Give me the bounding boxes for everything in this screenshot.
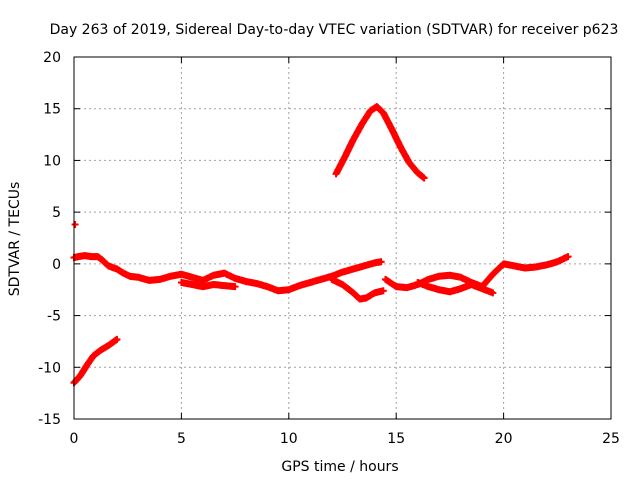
- chart-title: Day 263 of 2019, Sidereal Day-to-day VTE…: [50, 22, 619, 38]
- data-point: [113, 335, 121, 343]
- y-tick-label: 15: [43, 102, 61, 118]
- x-tick-label: 5: [177, 431, 186, 447]
- axes: 0 5 10 15 20 25 -15 -10 -5 0 5 10 15 20: [38, 50, 620, 447]
- x-tick-label: 15: [387, 431, 405, 447]
- series-arc-lower-late: [414, 278, 497, 297]
- y-axis-label: SDTVAR / TECUs: [7, 182, 23, 297]
- x-tick-label: 10: [280, 431, 298, 447]
- y-tick-label: -15: [38, 412, 61, 428]
- data-point: [379, 287, 387, 295]
- data-point: [420, 174, 428, 182]
- series-arc-peak: [332, 103, 428, 182]
- x-tick-label: 0: [70, 431, 79, 447]
- data-point: [489, 289, 497, 297]
- data-point: [71, 221, 79, 229]
- data-point: [377, 258, 385, 266]
- data-point: [564, 253, 572, 261]
- y-tick-label: 0: [52, 257, 61, 273]
- series-arc-lower-band: [177, 278, 239, 291]
- series-outlier: [71, 221, 79, 229]
- y-tick-label: 10: [43, 153, 61, 169]
- x-tick-label: 25: [602, 431, 620, 447]
- series-arc-negative-start: [70, 335, 121, 387]
- plot-frame: [73, 56, 612, 420]
- y-tick-label: 20: [43, 50, 61, 66]
- x-tick-label: 20: [495, 431, 513, 447]
- data-points: [70, 103, 572, 387]
- y-tick-label: 5: [52, 205, 61, 221]
- y-tick-label: -5: [47, 309, 61, 325]
- series-arc-near-zero: [70, 252, 385, 295]
- series-arc-late: [381, 253, 572, 292]
- grid: [74, 57, 611, 419]
- series-arc-dip-13h: [328, 275, 387, 303]
- data-point: [231, 283, 239, 291]
- y-tick-label: -10: [38, 360, 61, 376]
- x-axis-label: GPS time / hours: [281, 459, 398, 475]
